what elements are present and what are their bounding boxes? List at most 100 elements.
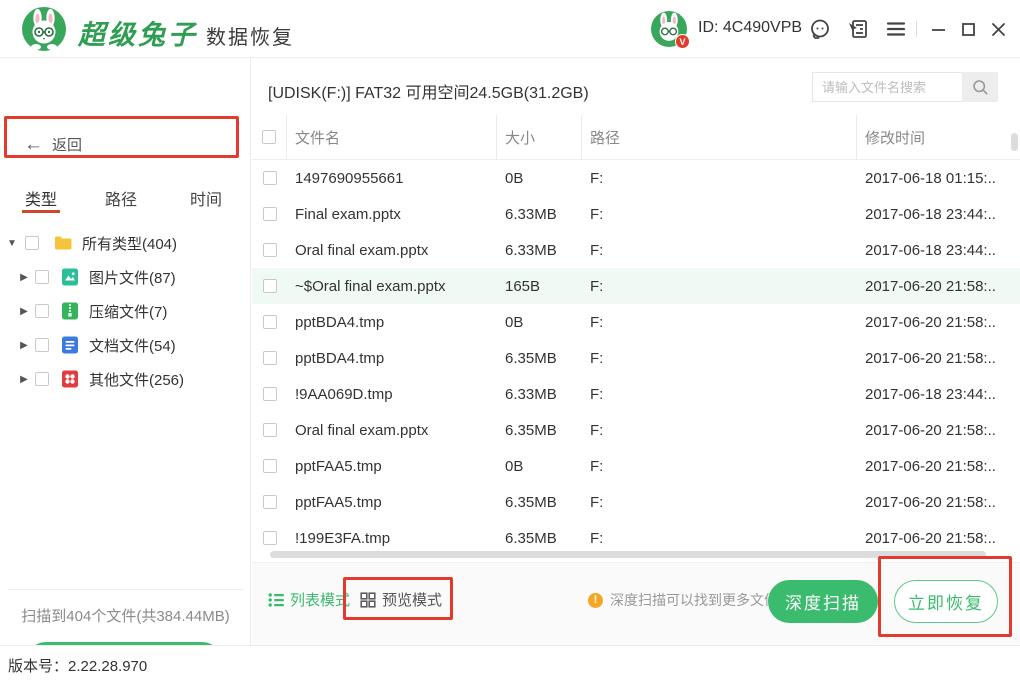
table-row[interactable]: !9AA069D.tmp 6.33MB F: 2017-06-18 23:44:…: [252, 376, 1020, 412]
caret-right-icon[interactable]: ▶: [20, 339, 28, 351]
tree-checkbox[interactable]: [35, 304, 49, 318]
column-header-path[interactable]: 路径: [582, 114, 857, 160]
sidebar-divider: [8, 589, 243, 590]
tree-item-label: 其他文件(256): [89, 371, 185, 389]
tree-checkbox[interactable]: [35, 270, 49, 284]
row-checkbox[interactable]: [262, 171, 277, 185]
cell-path: F:: [590, 313, 604, 331]
cell-filename: !199E3FA.tmp: [295, 529, 391, 547]
cell-time: 2017-06-18 23:44:...: [865, 241, 997, 259]
table-row[interactable]: Final exam.pptx 6.33MB F: 2017-06-18 23:…: [252, 196, 1020, 232]
row-checkbox[interactable]: [262, 315, 277, 329]
caret-right-icon[interactable]: ▶: [20, 305, 28, 317]
tree-item-all-types[interactable]: ▼ 所有类型(404): [6, 226, 177, 260]
search-box: [812, 72, 998, 102]
tree-item-other-files[interactable]: ▶ 其他文件(256): [18, 362, 184, 396]
select-all-checkbox[interactable]: [262, 130, 276, 144]
app-logo-rabbit-icon: [22, 7, 66, 51]
table-row[interactable]: !199E3FA.tmp 6.35MB F: 2017-06-20 21:58:…: [252, 520, 1020, 556]
column-header-time[interactable]: 修改时间: [865, 129, 926, 147]
tree-checkbox[interactable]: [35, 372, 49, 386]
folder-icon: [53, 233, 73, 253]
cell-time: 2017-06-20 21:58:...: [865, 421, 997, 439]
row-checkbox[interactable]: [262, 207, 277, 221]
back-button[interactable]: ← 返回: [24, 134, 82, 155]
brand-suffix: 数据恢复: [206, 27, 294, 49]
recover-now-button[interactable]: 立即恢复: [894, 580, 998, 623]
table-row[interactable]: Oral final exam.pptx 6.35MB F: 2017-06-2…: [252, 412, 1020, 448]
tree-checkbox[interactable]: [35, 338, 49, 352]
back-arrow-icon: ←: [24, 134, 43, 155]
row-checkbox[interactable]: [262, 351, 277, 365]
search-button[interactable]: [962, 72, 998, 102]
app-title: 超级兔子 数据恢复: [78, 13, 294, 52]
footer: 版本号：2.22.28.970: [0, 645, 1020, 680]
row-checkbox[interactable]: [262, 387, 277, 401]
row-checkbox[interactable]: [262, 459, 277, 473]
deep-scan-tip: ! 深度扫描可以找到更多文件: [588, 590, 778, 610]
caret-right-icon[interactable]: ▶: [20, 373, 28, 385]
maximize-button[interactable]: [958, 20, 978, 38]
row-checkbox[interactable]: [262, 495, 277, 509]
cell-time: 2017-06-18 23:44:...: [865, 385, 997, 403]
horizontal-scrollbar[interactable]: [270, 551, 986, 558]
cell-filename: 1497690955661: [295, 169, 404, 187]
column-header-filename[interactable]: 文件名: [287, 114, 497, 160]
cell-filename: pptBDA4.tmp: [295, 313, 385, 331]
doc-file-icon: [60, 335, 80, 355]
cell-filename: !9AA069D.tmp: [295, 385, 393, 403]
row-checkbox[interactable]: [262, 279, 277, 293]
column-header-size[interactable]: 大小: [497, 114, 582, 160]
tree-item-doc-files[interactable]: ▶ 文档文件(54): [18, 328, 176, 362]
row-checkbox[interactable]: [262, 423, 277, 437]
feedback-icon[interactable]: [846, 17, 870, 41]
cell-size: 0B: [505, 169, 524, 187]
cell-path: F:: [590, 241, 604, 259]
tree-item-image-files[interactable]: ▶ 图片文件(87): [18, 260, 176, 294]
table-row[interactable]: ~$Oral final exam.pptx 165B F: 2017-06-2…: [252, 268, 1020, 304]
deep-scan-button[interactable]: 深度扫描: [768, 580, 878, 623]
cell-time: 2017-06-18 23:44:...: [865, 205, 997, 223]
cell-size: 6.33MB: [505, 385, 557, 403]
customer-service-icon[interactable]: [808, 17, 832, 41]
sidebar: ← 返回 类型 路径 时间 ▼ 所有类型(404) ▶ 图片文件(87) ▶: [0, 58, 251, 680]
warning-icon: !: [588, 592, 603, 608]
caret-down-icon[interactable]: ▼: [7, 237, 17, 249]
tree-item-label: 所有类型(404): [82, 235, 178, 253]
vertical-scrollbar[interactable]: [1011, 133, 1018, 151]
menu-icon[interactable]: [884, 17, 908, 41]
cell-path: F:: [590, 169, 604, 187]
tree-checkbox[interactable]: [25, 236, 39, 250]
row-checkbox[interactable]: [262, 243, 277, 257]
user-avatar[interactable]: V: [651, 11, 690, 49]
minimize-button[interactable]: [928, 20, 948, 38]
table-row[interactable]: pptBDA4.tmp 6.35MB F: 2017-06-20 21:58:.…: [252, 340, 1020, 376]
cell-size: 165B: [505, 277, 541, 295]
tab-time[interactable]: 时间: [190, 192, 223, 209]
tab-type[interactable]: 类型: [25, 192, 58, 209]
cell-filename: Oral final exam.pptx: [295, 421, 429, 439]
cell-filename: pptBDA4.tmp: [295, 349, 385, 367]
cell-size: 6.35MB: [505, 349, 557, 367]
close-button[interactable]: [988, 20, 1008, 38]
cell-time: 2017-06-20 21:58:...: [865, 349, 997, 367]
table-row[interactable]: 1497690955661 0B F: 2017-06-18 01:15:...: [252, 160, 1020, 196]
cell-path: F:: [590, 277, 604, 295]
row-checkbox[interactable]: [262, 531, 277, 545]
table-row[interactable]: pptFAA5.tmp 6.35MB F: 2017-06-20 21:58:.…: [252, 484, 1020, 520]
list-mode-button[interactable]: 列表模式: [268, 589, 350, 610]
caret-right-icon[interactable]: ▶: [20, 271, 28, 283]
table-row[interactable]: pptBDA4.tmp 0B F: 2017-06-20 21:58:...: [252, 304, 1020, 340]
drive-info: [UDISK(F:)] FAT32 可用空间24.5GB(31.2GB): [268, 85, 589, 102]
tree-item-archive-files[interactable]: ▶ 压缩文件(7): [18, 294, 167, 328]
file-table-body: 1497690955661 0B F: 2017-06-18 01:15:...…: [252, 160, 1020, 556]
cell-path: F:: [590, 529, 604, 547]
cell-size: 0B: [505, 457, 524, 475]
table-row[interactable]: pptFAA5.tmp 0B F: 2017-06-20 21:58:...: [252, 448, 1020, 484]
tab-path[interactable]: 路径: [105, 192, 138, 209]
search-input[interactable]: [812, 72, 962, 102]
cell-time: 2017-06-20 21:58:...: [865, 493, 997, 511]
table-row[interactable]: Oral final exam.pptx 6.33MB F: 2017-06-1…: [252, 232, 1020, 268]
preview-mode-button[interactable]: 预览模式: [360, 589, 442, 610]
